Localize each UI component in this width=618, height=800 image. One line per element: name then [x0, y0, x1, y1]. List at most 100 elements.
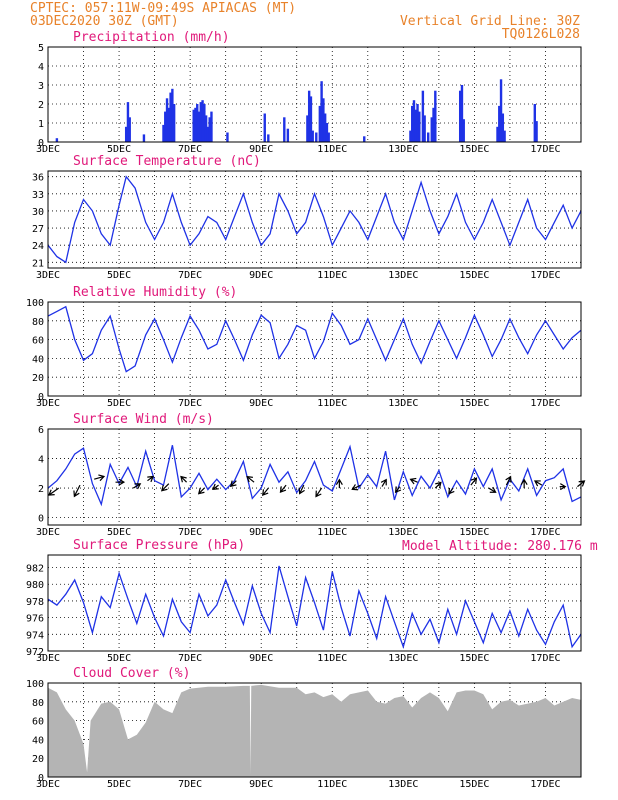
temperature-x-tick-label: 13DEC: [388, 270, 418, 281]
humidity-x-tick-label: 5DEC: [107, 398, 131, 409]
humidity-x-tick-label: 15DEC: [459, 398, 489, 409]
precip-bar: [430, 117, 433, 142]
precipitation-panel: Precipitation (mm/h) 0 1 2 3 4 5 3DEC 5DEC 7DEC 9D…: [36, 30, 582, 155]
precipitation-title: Precipitation (mm/h): [73, 30, 230, 45]
cloud-cover-frame: [47, 682, 582, 778]
temperature-panel: Surface Temperature (nC) 21 24 27 30 33 36 3DEC…: [32, 154, 582, 281]
cloud-cover-y-tick-label: 60: [32, 717, 44, 728]
cloud-cover-y-tick-label: 0: [38, 773, 44, 784]
wind-arrow: [394, 486, 402, 494]
precip-bar: [501, 113, 505, 142]
model-altitude: Model Altitude: 280.176 m: [402, 539, 598, 554]
pressure-y-tick-label: 976: [26, 614, 44, 625]
wind-y-tick-label: 0: [38, 514, 44, 525]
wind-frame: [47, 428, 582, 526]
precip-bar: [208, 117, 211, 142]
wind-arrow: [261, 487, 269, 496]
wind-arrow: [335, 478, 343, 489]
cloud-cover-x-tick-label: 7DEC: [178, 779, 202, 790]
precip-bar: [307, 90, 311, 142]
precip-bar: [315, 132, 318, 142]
precip-bar: [192, 109, 195, 142]
precip-bar: [498, 105, 501, 142]
precip-bar: [55, 138, 59, 142]
precip-bar: [409, 130, 412, 142]
precip-bar: [196, 104, 199, 142]
wind-arrow: [505, 475, 512, 486]
precip-bar: [142, 134, 146, 142]
wind-title: Surface Wind (m/s): [73, 412, 214, 427]
temperature-y-tick-label: 33: [32, 190, 44, 201]
humidity-y-tick-label: 40: [32, 354, 44, 365]
temperature-x-tick-label: 11DEC: [317, 270, 347, 281]
precip-bar: [411, 105, 414, 142]
wind-arrow: [533, 480, 543, 487]
precip-bar: [201, 100, 204, 142]
wind-x-tick-label: 15DEC: [459, 527, 489, 538]
wind-arrow: [47, 487, 60, 496]
precip-bar: [533, 104, 537, 142]
wind-x-tick-label: 7DEC: [178, 527, 202, 538]
precip-bar: [323, 113, 327, 142]
pressure-frame: [47, 554, 582, 652]
precipitation-x-tick-label: 17DEC: [530, 144, 560, 155]
pressure-y-tick-label: 972: [26, 647, 44, 658]
precip-bar: [320, 81, 323, 142]
precip-bar: [267, 134, 270, 142]
precip-bar: [462, 119, 465, 142]
wind-arrow: [298, 484, 305, 495]
humidity-panel: Relative Humidity (%) 0 20 40 60 80 100 3DEC 5DE…: [26, 285, 582, 409]
precip-bar: [203, 104, 206, 142]
pressure-x-tick-label: 13DEC: [388, 653, 418, 664]
temperature-y-tick-label: 24: [32, 241, 44, 252]
precip-bar: [432, 107, 435, 142]
wind-arrow: [212, 483, 219, 491]
precipitation-x-tick-label: 5DEC: [107, 144, 131, 155]
pressure-line: [47, 565, 582, 649]
temperature-x-tick-label: 15DEC: [459, 270, 489, 281]
humidity-y-tick-label: 60: [32, 336, 44, 347]
wind-x-tick-label: 11DEC: [317, 527, 347, 538]
wind-arrow: [115, 478, 126, 486]
date-line: 03DEC2020 30Z (GMT): [30, 14, 179, 29]
precip-bar: [418, 111, 421, 142]
precip-bar: [325, 123, 329, 142]
pressure-x-tick-label: 9DEC: [249, 653, 273, 664]
cloud-cover-x-tick-label: 13DEC: [388, 779, 418, 790]
wind-y-tick-label: 6: [38, 425, 44, 436]
precip-bar: [199, 102, 202, 142]
wind-arrow: [132, 483, 142, 490]
humidity-line: [47, 305, 582, 373]
wind-arrow: [315, 487, 323, 498]
precipitation-y-tick-label: 1: [38, 119, 44, 130]
cloud-cover-x-tick-label: 17DEC: [530, 779, 560, 790]
wind-arrow: [351, 484, 361, 491]
precip-bar: [206, 126, 210, 142]
panels: Precipitation (mm/h) 0 1 2 3 4 5 3DEC 5DEC 7DEC 9D…: [26, 30, 586, 790]
cloud-cover-x-tick-label: 5DEC: [107, 779, 131, 790]
wind-arrow: [470, 477, 478, 486]
wind-arrow: [94, 474, 106, 482]
pressure-x-tick-label: 11DEC: [317, 653, 347, 664]
precip-bar: [434, 90, 437, 142]
precip-bar: [363, 136, 366, 142]
precip-bar: [204, 115, 208, 142]
station-line: CPTEC: 057:11W-09:49S APIACAS (MT): [30, 1, 296, 16]
wind-arrow: [246, 475, 255, 483]
precip-bar: [194, 107, 197, 142]
wind-arrow: [409, 477, 418, 485]
precip-bar: [496, 126, 499, 142]
humidity-x-tick-label: 9DEC: [249, 398, 273, 409]
grid-note: Vertical Grid Line: 30Z: [400, 14, 580, 29]
wind-arrow: [160, 483, 170, 492]
wind-panel: Surface Wind (m/s) 0 2 4 6 3DEC 5DEC 7DEC 9DEC 11…: [36, 412, 586, 538]
precip-bar: [414, 109, 417, 142]
precip-bar: [162, 124, 165, 142]
pressure-x-tick-label: 15DEC: [459, 653, 489, 664]
pressure-x-tick-label: 5DEC: [107, 653, 131, 664]
pressure-x-tick-label: 17DEC: [530, 653, 560, 664]
precip-bar: [416, 104, 419, 142]
precip-bar: [165, 98, 169, 142]
cloud-cover-area: [48, 684, 581, 777]
